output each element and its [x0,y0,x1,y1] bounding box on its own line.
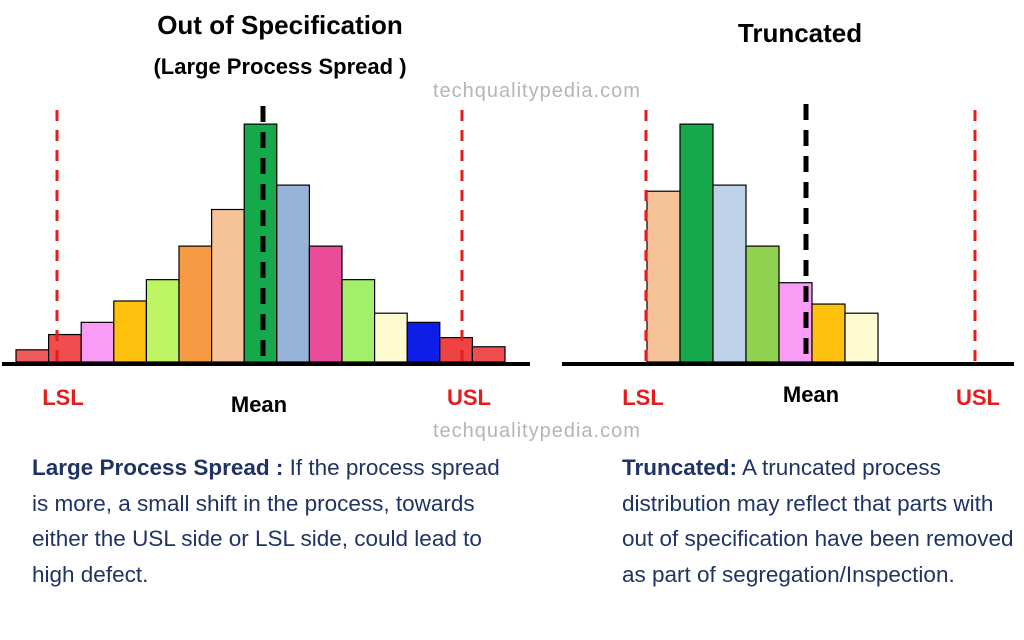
histogram-bar [276,184,310,363]
histogram-bar [712,184,747,363]
histogram-bar [341,279,376,363]
watermark-bottom: techqualitypedia.com [433,420,641,442]
histogram-bar [646,190,681,363]
mean-label: Mean [231,392,287,417]
watermark-top: techqualitypedia.com [433,80,641,102]
histogram-bar [471,346,506,363]
histogram-bar [679,123,714,363]
description-truncated-heading: Truncated: [622,455,738,480]
description-large-spread-text: If the process spread is more, a small s… [32,455,500,587]
histogram-bar [178,245,213,363]
description-truncated: Truncated: A truncated process distribut… [622,450,1017,592]
usl-label: USL [447,385,491,410]
mean-label: Mean [783,382,839,407]
usl-label: USL [956,385,1000,410]
chart-subtitle-large-spread: (Large Process Spread ) [153,54,407,79]
description-truncated-text: A truncated process distribution may ref… [622,455,1014,587]
chart-title-truncated: Truncated [737,18,863,48]
histogram-bar [15,349,50,363]
histogram-bar [374,312,408,363]
description-large-spread: Large Process Spread : If the process sp… [32,450,512,592]
histogram-bar [145,279,180,363]
lsl-label: LSL [622,385,664,410]
histogram-bar [113,300,148,363]
histogram-bar [406,321,441,363]
histogram-bar [47,333,82,363]
histogram-bar [745,245,780,363]
histogram-bar [844,312,879,363]
histogram-bar [80,321,115,363]
histogram-bar [308,245,343,363]
histogram-bar [811,303,846,363]
histogram-bar [439,337,473,363]
lsl-label: LSL [42,385,84,410]
description-large-spread-heading: Large Process Spread : [32,455,284,480]
histogram-bar [211,208,245,363]
chart-title-out-of-spec: Out of Specification [157,10,403,40]
